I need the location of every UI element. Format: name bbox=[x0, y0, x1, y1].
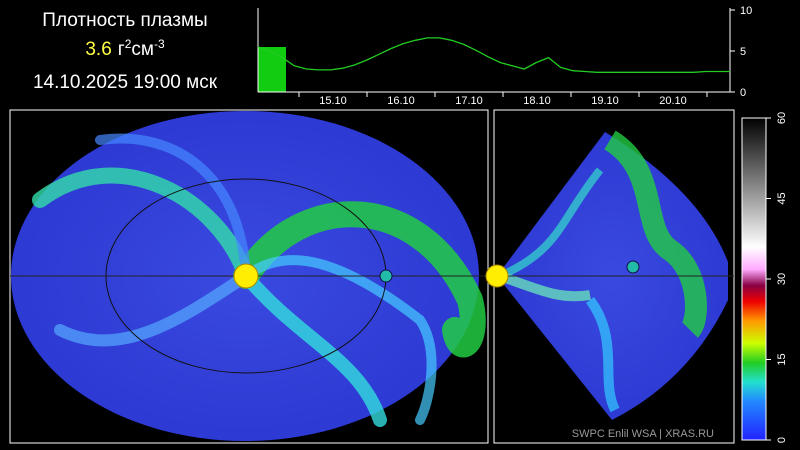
x-tick-label: 18.10 bbox=[523, 95, 551, 107]
earth bbox=[626, 260, 640, 274]
title: Плотность плазмы bbox=[42, 10, 207, 31]
past-fill bbox=[258, 47, 286, 92]
x-tick-label: 16.10 bbox=[387, 95, 415, 107]
sun bbox=[233, 263, 259, 289]
datetime: 14.10.2025 19:00 мск bbox=[33, 72, 218, 93]
colorbar-tick-label: 30 bbox=[776, 273, 788, 285]
colorbar bbox=[741, 117, 767, 441]
value: 3.6 bbox=[85, 39, 111, 60]
current-value: 3.6 г2см-3 bbox=[85, 37, 165, 60]
unit: см bbox=[131, 39, 154, 60]
x-tick-label: 15.10 bbox=[319, 95, 347, 107]
colorbar-tick-label: 0 bbox=[776, 437, 788, 443]
y-tick-label: 10 bbox=[740, 5, 752, 17]
x-tick-label: 19.10 bbox=[591, 95, 619, 107]
density-features bbox=[498, 130, 707, 413]
timeline: 0 5 10 15.10 16.10 17.10 18.10 19.10 20.10 bbox=[257, 5, 752, 107]
unit: г bbox=[118, 39, 125, 60]
density-line bbox=[257, 37, 730, 73]
colorbar-tick-label: 60 bbox=[776, 112, 788, 124]
y-tick-label: 0 bbox=[740, 87, 746, 99]
credit: SWPC Enlil WSA | XRAS.RU bbox=[572, 428, 714, 440]
sun bbox=[485, 264, 509, 288]
x-tick-label: 20.10 bbox=[659, 95, 687, 107]
unit: -3 bbox=[154, 37, 165, 51]
x-tick-label: 17.10 bbox=[455, 95, 483, 107]
colorbar-tick-label: 15 bbox=[776, 353, 788, 365]
y-tick-label: 5 bbox=[740, 46, 746, 58]
unit: 2 bbox=[125, 37, 132, 51]
earth bbox=[379, 269, 393, 283]
spiral-arms bbox=[32, 133, 486, 427]
colorbar-tick-label: 45 bbox=[776, 192, 788, 204]
colorbar-ticks: 0 15 30 45 60 bbox=[766, 112, 788, 443]
